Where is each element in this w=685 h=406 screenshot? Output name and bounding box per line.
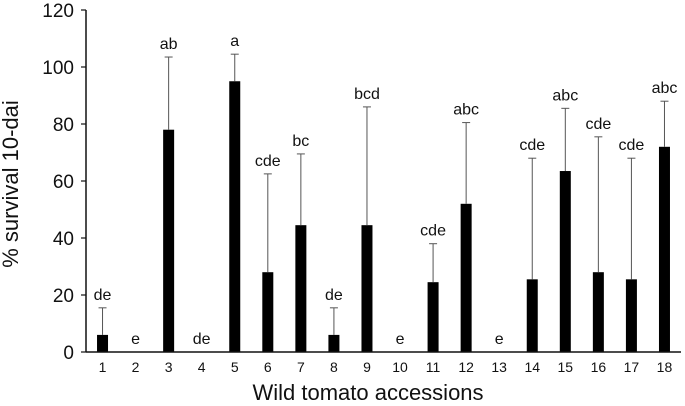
x-tick-label: 13 xyxy=(491,359,507,375)
x-tick-label: 1 xyxy=(99,359,107,375)
x-tick-label: 3 xyxy=(165,359,173,375)
bar-16 xyxy=(592,272,604,352)
bar-1 xyxy=(97,334,109,352)
significance-label-6: cde xyxy=(255,153,281,170)
bar-3 xyxy=(163,129,175,352)
significance-label-16: cde xyxy=(585,116,611,133)
x-tick-label: 2 xyxy=(132,359,140,375)
x-axis-ticks: 1 2 3 4 5 6 7 8 9 10 11 12 13 14 15 16 17 18 xyxy=(99,359,673,375)
x-tick-label: 10 xyxy=(392,359,408,375)
bar-18 xyxy=(658,146,670,352)
significance-label-4: de xyxy=(193,331,211,348)
significance-label-5: a xyxy=(230,33,239,50)
x-tick-label: 12 xyxy=(458,359,474,375)
significance-labels: deeabdeacdebcdebcdecdeabcecdeabccdecdeab… xyxy=(94,33,678,348)
x-axis-title: Wild tomato accessions xyxy=(252,380,483,405)
significance-label-17: cde xyxy=(619,137,645,154)
significance-label-1: de xyxy=(94,287,112,304)
bar-5 xyxy=(229,81,241,352)
x-tick-label: 16 xyxy=(591,359,607,375)
bar-12 xyxy=(460,203,472,352)
bar-15 xyxy=(559,171,571,352)
significance-label-12: abc xyxy=(453,102,479,119)
x-tick-label: 4 xyxy=(198,359,206,375)
y-tick-label: 0 xyxy=(63,343,74,364)
x-tick-label: 15 xyxy=(558,359,574,375)
bar-7 xyxy=(295,225,307,352)
y-tick-label: 80 xyxy=(53,115,74,136)
y-tick-label: 20 xyxy=(53,286,74,307)
x-tick-label: 17 xyxy=(624,359,640,375)
bar-11 xyxy=(427,282,439,352)
bar-8 xyxy=(328,334,340,352)
significance-label-9: bcd xyxy=(354,86,380,103)
x-tick-label: 7 xyxy=(297,359,305,375)
y-axis-ticks: 0 20 40 60 80 100 120 xyxy=(42,1,86,364)
y-tick-label: 100 xyxy=(42,58,74,79)
y-tick-label: 40 xyxy=(53,229,74,250)
significance-label-10: e xyxy=(396,331,405,348)
significance-label-2: e xyxy=(131,331,140,348)
x-tick-label: 18 xyxy=(657,359,673,375)
x-tick-label: 5 xyxy=(231,359,239,375)
significance-label-14: cde xyxy=(519,137,545,154)
significance-label-18: abc xyxy=(652,80,678,97)
x-tick-label: 6 xyxy=(264,359,272,375)
significance-label-11: cde xyxy=(420,223,446,240)
significance-label-3: ab xyxy=(160,36,178,53)
bar-6 xyxy=(262,272,274,352)
error-bars xyxy=(98,53,669,335)
y-tick-label: 120 xyxy=(42,1,74,22)
x-tick-label: 8 xyxy=(330,359,338,375)
significance-label-8: de xyxy=(325,287,343,304)
y-tick-label: 60 xyxy=(53,172,74,193)
y-axis-title: % survival 10-dai xyxy=(0,100,23,268)
bar-9 xyxy=(361,225,373,352)
bars xyxy=(97,81,670,352)
x-tick-label: 14 xyxy=(524,359,540,375)
bar-17 xyxy=(625,279,637,352)
x-tick-label: 9 xyxy=(363,359,371,375)
significance-label-15: abc xyxy=(552,87,578,104)
significance-label-13: e xyxy=(495,331,504,348)
x-tick-label: 11 xyxy=(426,359,441,375)
significance-label-7: bc xyxy=(292,133,309,150)
bar-14 xyxy=(526,279,538,352)
